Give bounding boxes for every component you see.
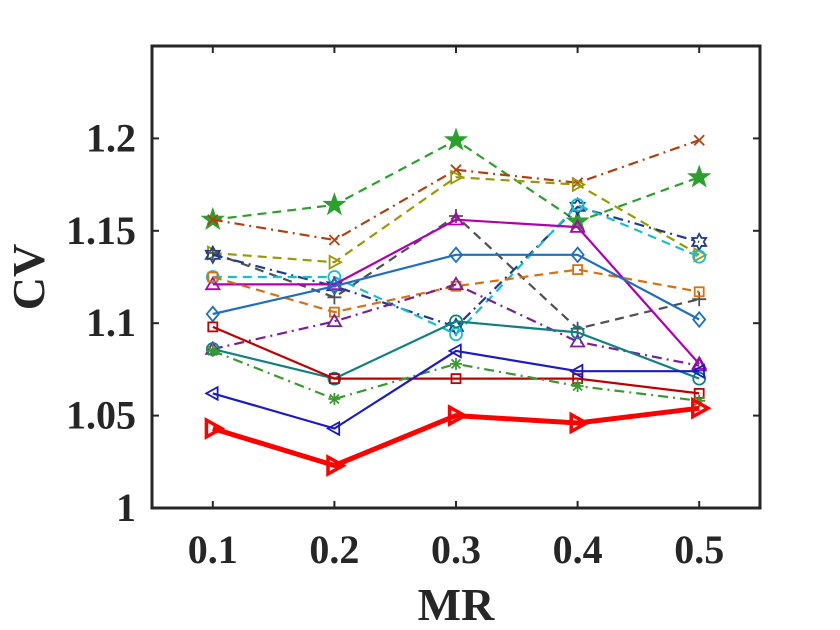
data-point xyxy=(693,394,706,407)
data-point xyxy=(326,454,347,477)
data-point xyxy=(204,244,222,265)
data-point xyxy=(449,314,463,329)
data-point xyxy=(207,214,219,226)
series-line xyxy=(212,253,700,321)
series-line xyxy=(212,405,700,468)
x-tick-label: 0.5 xyxy=(674,527,724,572)
data-point xyxy=(443,127,469,151)
data-point xyxy=(447,275,465,291)
data-point xyxy=(325,420,341,437)
data-point xyxy=(447,343,462,359)
series-line xyxy=(212,139,700,242)
series-line xyxy=(212,203,700,336)
data-point xyxy=(207,321,219,333)
data-point xyxy=(693,286,705,298)
data-point xyxy=(322,192,347,216)
y-tick-label: 1 xyxy=(116,485,136,530)
data-point xyxy=(692,371,707,386)
data-point xyxy=(207,271,219,283)
data-point xyxy=(328,373,340,385)
data-point xyxy=(570,198,585,212)
data-point xyxy=(569,196,587,217)
x-tick-label: 0.4 xyxy=(553,527,603,572)
series-green-asterisk xyxy=(206,344,706,407)
data-point xyxy=(692,292,707,307)
tick-layer: 0.1 0.2 0.3 0.4 0.5 1 1.05 1.1 1.15 1.2 xyxy=(66,46,760,572)
x-axis-label: MR xyxy=(418,579,495,630)
data-point xyxy=(328,306,340,318)
series-line xyxy=(212,176,700,264)
data-point xyxy=(691,396,712,420)
data-point xyxy=(450,164,462,176)
data-point xyxy=(328,254,343,271)
data-point xyxy=(449,327,463,342)
series-orange-square xyxy=(207,264,705,318)
data-point xyxy=(204,417,226,440)
series-line xyxy=(212,349,700,430)
y-tick-label: 1.1 xyxy=(86,300,136,345)
data-point xyxy=(570,325,585,340)
data-point xyxy=(569,363,584,380)
data-point xyxy=(450,373,462,385)
y-axis-label: CV xyxy=(3,244,54,310)
series-red-tri-right xyxy=(204,396,712,477)
series-green-star xyxy=(200,127,712,232)
data-point xyxy=(569,218,586,233)
data-point xyxy=(693,134,705,146)
series-blue-diamond xyxy=(205,246,707,329)
series-line xyxy=(212,218,701,365)
data-point xyxy=(572,264,583,276)
x-tick-label: 0.1 xyxy=(188,527,238,572)
x-tick-label: 0.3 xyxy=(431,527,481,572)
series-line xyxy=(212,283,700,367)
data-point xyxy=(206,344,219,357)
data-point xyxy=(569,411,591,435)
data-point xyxy=(687,164,712,188)
data-point xyxy=(450,169,465,186)
x-tick-label: 0.2 xyxy=(309,527,359,572)
data-point xyxy=(571,380,584,393)
data-point xyxy=(692,249,707,264)
y-tick-label: 1.2 xyxy=(86,115,136,160)
data-point xyxy=(327,277,342,295)
data-point xyxy=(205,270,220,284)
data-point xyxy=(690,363,705,380)
data-point xyxy=(447,404,469,427)
data-point xyxy=(205,305,220,323)
data-point xyxy=(328,392,341,405)
data-point xyxy=(569,333,586,348)
data-point xyxy=(691,355,708,370)
data-point xyxy=(447,211,465,226)
data-point xyxy=(692,310,707,329)
data-point xyxy=(204,275,221,291)
data-point xyxy=(450,357,462,370)
data-point xyxy=(570,246,585,264)
y-tick-label: 1.05 xyxy=(66,393,136,438)
data-point xyxy=(571,176,587,193)
data-point xyxy=(204,385,219,402)
data-point xyxy=(327,270,342,284)
data-point xyxy=(448,246,464,264)
series-line xyxy=(212,320,700,380)
y-tick-label: 1.15 xyxy=(66,208,136,253)
series-blue-tri-left xyxy=(204,343,705,437)
data-point xyxy=(328,234,341,246)
series-line xyxy=(212,325,700,395)
series-line xyxy=(212,205,700,328)
series-layer xyxy=(200,127,712,477)
series-cyan-circle xyxy=(205,198,707,342)
data-point xyxy=(326,312,343,328)
